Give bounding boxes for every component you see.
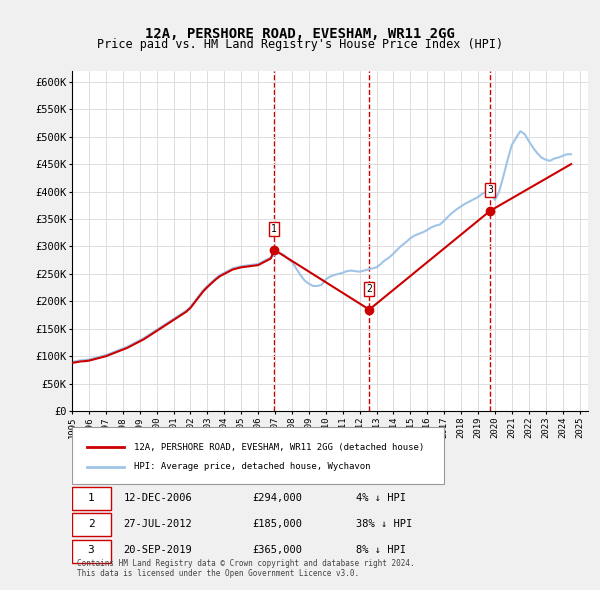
Text: 2: 2 bbox=[367, 284, 372, 294]
Text: 3: 3 bbox=[88, 545, 94, 555]
Text: 27-JUL-2012: 27-JUL-2012 bbox=[124, 519, 193, 529]
FancyBboxPatch shape bbox=[72, 427, 443, 484]
Text: £185,000: £185,000 bbox=[253, 519, 302, 529]
Text: Contains HM Land Registry data © Crown copyright and database right 2024.
This d: Contains HM Land Registry data © Crown c… bbox=[77, 559, 415, 578]
Text: 12A, PERSHORE ROAD, EVESHAM, WR11 2GG: 12A, PERSHORE ROAD, EVESHAM, WR11 2GG bbox=[145, 27, 455, 41]
Text: £365,000: £365,000 bbox=[253, 545, 302, 555]
Text: 8% ↓ HPI: 8% ↓ HPI bbox=[356, 545, 406, 555]
Text: Price paid vs. HM Land Registry's House Price Index (HPI): Price paid vs. HM Land Registry's House … bbox=[97, 38, 503, 51]
Text: 4% ↓ HPI: 4% ↓ HPI bbox=[356, 493, 406, 503]
FancyBboxPatch shape bbox=[72, 513, 110, 536]
Text: 3: 3 bbox=[487, 185, 493, 195]
Text: 20-SEP-2019: 20-SEP-2019 bbox=[124, 545, 193, 555]
Text: 12A, PERSHORE ROAD, EVESHAM, WR11 2GG (detached house): 12A, PERSHORE ROAD, EVESHAM, WR11 2GG (d… bbox=[134, 443, 424, 452]
Text: 1: 1 bbox=[88, 493, 94, 503]
Text: £294,000: £294,000 bbox=[253, 493, 302, 503]
Text: 12-DEC-2006: 12-DEC-2006 bbox=[124, 493, 193, 503]
Text: 1: 1 bbox=[271, 224, 277, 234]
FancyBboxPatch shape bbox=[72, 539, 110, 563]
Text: 2: 2 bbox=[88, 519, 94, 529]
FancyBboxPatch shape bbox=[72, 487, 110, 510]
Text: 38% ↓ HPI: 38% ↓ HPI bbox=[356, 519, 412, 529]
Text: HPI: Average price, detached house, Wychavon: HPI: Average price, detached house, Wych… bbox=[134, 463, 370, 471]
